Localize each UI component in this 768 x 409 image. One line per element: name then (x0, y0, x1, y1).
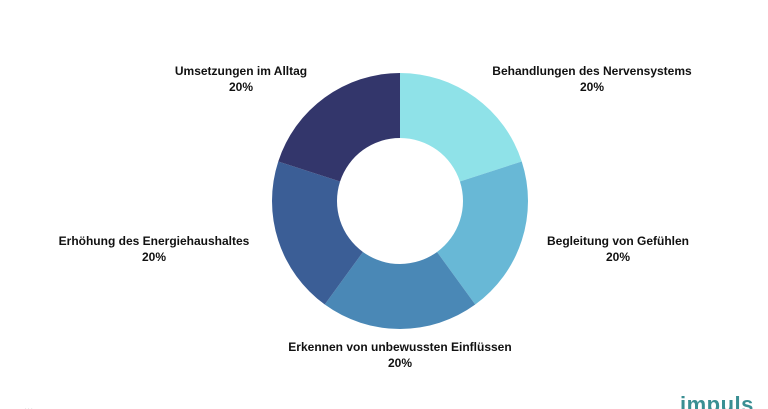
slice-5 (278, 73, 400, 182)
slice-label-5: Umsetzungen im Alltag (175, 64, 307, 78)
slice-2 (437, 161, 528, 305)
slice-4 (272, 161, 363, 305)
slice-label-4: Erhöhung des Energiehaushaltes (59, 234, 250, 248)
slice-value-3: 20% (388, 356, 412, 370)
slice-label-1: Behandlungen des Nervensystems (492, 64, 692, 78)
slice-label-2: Begleitung von Gefühlen (547, 234, 689, 248)
slice-value-2: 20% (606, 250, 630, 264)
slice-label-3: Erkennen von unbewussten Einflüssen (288, 340, 511, 354)
slice-value-4: 20% (142, 250, 166, 264)
footer-text: ... (24, 401, 34, 409)
slice-3 (324, 251, 476, 330)
slices-group (272, 73, 528, 330)
slice-value-1: 20% (580, 80, 604, 94)
brand-logo: impuls (680, 392, 754, 409)
slice-1 (400, 73, 522, 182)
labels-group: Behandlungen des Nervensystems 20% Begleit… (59, 64, 692, 370)
slice-value-5: 20% (229, 80, 253, 94)
